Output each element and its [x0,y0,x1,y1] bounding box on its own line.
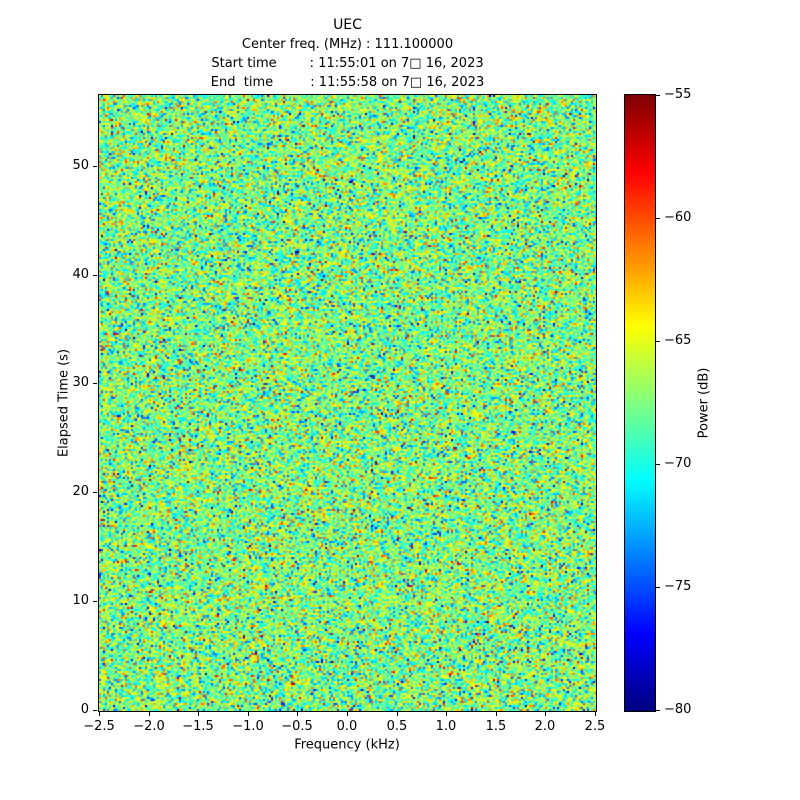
x-tick [595,712,596,716]
colorbar-tick-label: −65 [664,333,692,348]
colorbar-tick-label: −80 [664,702,692,717]
x-tick [496,712,497,716]
plot-area [98,94,597,712]
x-tick-label: 1.5 [485,719,507,734]
x-tick [545,712,546,716]
colorbar-tick [656,341,660,342]
y-tick [93,601,97,602]
y-tick-label: 40 [72,267,89,282]
y-tick-label: 10 [72,593,89,608]
x-tick [99,712,100,716]
y-tick-label: 0 [80,702,89,717]
colorbar-tick [656,95,660,96]
x-axis-label: Frequency (kHz) [294,737,400,753]
x-tick [297,712,298,716]
y-tick-label: 20 [72,484,89,499]
colorbar-label: Power (dB) [696,367,712,439]
end-time-line: End time : 11:55:58 on 7□ 16, 2023 [210,75,485,90]
x-tick [446,712,447,716]
x-tick-label: −2.5 [83,719,115,734]
y-tick [93,383,97,384]
x-tick-label: −0.5 [281,719,313,734]
y-tick [93,492,97,493]
y-tick-label: 50 [72,158,89,173]
colorbar-tick [656,587,660,588]
y-tick [93,275,97,276]
spectrogram-heatmap [99,95,596,711]
y-tick [93,710,97,711]
center-freq-line: Center freq. (MHz) : 111.100000 [241,37,454,52]
x-tick [248,712,249,716]
x-tick-label: 1.0 [435,719,457,734]
colorbar [624,94,656,712]
x-tick-label: 0.0 [336,719,358,734]
x-tick [198,712,199,716]
plot-title: UEC [333,17,362,33]
x-tick [347,712,348,716]
y-tick [93,166,97,167]
colorbar-tick-label: −55 [664,87,692,102]
colorbar-tick [656,464,660,465]
colorbar-tick [656,710,660,711]
plot-header: UEC Center freq. (MHz) : 111.100000 Star… [99,16,596,92]
colorbar-tick-label: −70 [664,456,692,471]
x-tick-label: 2.0 [534,719,556,734]
start-time-line: Start time : 11:55:01 on 7□ 16, 2023 [211,56,484,71]
colorbar-tick-label: −60 [664,210,692,225]
colorbar-gradient [625,95,655,711]
x-tick-label: 2.5 [584,719,606,734]
colorbar-tick-label: −75 [664,579,692,594]
x-tick-label: −2.0 [133,719,165,734]
x-tick [397,712,398,716]
x-tick-label: −1.5 [182,719,214,734]
x-tick [149,712,150,716]
y-tick-label: 30 [72,375,89,390]
y-axis-label: Elapsed Time (s) [56,348,72,458]
x-tick-label: 0.5 [386,719,408,734]
x-tick-label: −1.0 [232,719,264,734]
colorbar-tick [656,218,660,219]
